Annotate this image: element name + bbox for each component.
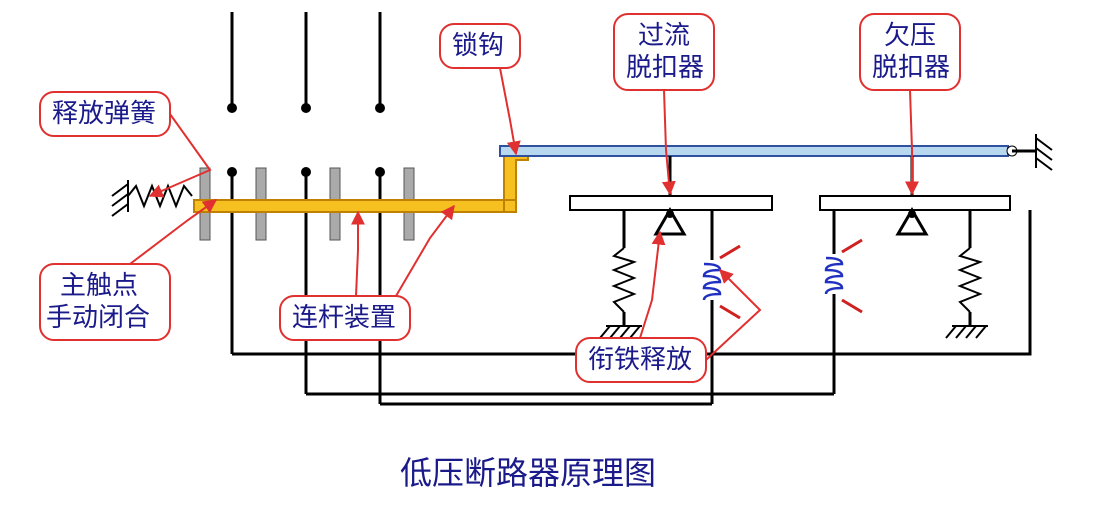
label-latch: 锁钩 <box>440 24 520 154</box>
label-text: 连杆装置 <box>292 303 396 332</box>
overcurrent-coil <box>704 210 740 404</box>
label-release-spring: 释放弹簧 <box>40 92 210 196</box>
label-text: 欠压 <box>884 21 936 50</box>
label-text: 衔铁释放 <box>588 345 692 374</box>
release-spring <box>112 180 192 216</box>
label-text: 释放弹簧 <box>52 99 156 128</box>
undervoltage-coil <box>826 210 862 394</box>
linkage-bar <box>194 150 528 212</box>
label-text: 过流 <box>638 21 690 50</box>
diagram-title: 低压断路器原理图 <box>400 455 656 491</box>
label-text: 锁钩 <box>452 31 504 60</box>
label-text: 主触点 <box>60 271 138 300</box>
label-main-contact: 主触点 手动闭合 <box>40 200 216 340</box>
overcurrent-spring <box>600 210 642 338</box>
trip-plate-uv <box>820 196 1010 210</box>
label-overcurrent: 过流 脱扣器 <box>614 14 714 194</box>
trip-plate-oc <box>570 196 772 210</box>
label-undervoltage: 欠压 脱扣器 <box>860 14 960 194</box>
label-text: 脱扣器 <box>626 53 704 82</box>
label-text: 手动闭合 <box>46 303 150 332</box>
label-text: 脱扣器 <box>872 53 950 82</box>
undervoltage-spring <box>946 210 988 338</box>
trip-bar <box>500 134 1052 170</box>
diagram-canvas: 释放弹簧 主触点 手动闭合 连杆装置 锁钩 过流 脱扣器 欠压 脱扣器 衔铁释放 <box>0 0 1108 510</box>
label-armature: 衔铁释放 <box>576 232 760 382</box>
